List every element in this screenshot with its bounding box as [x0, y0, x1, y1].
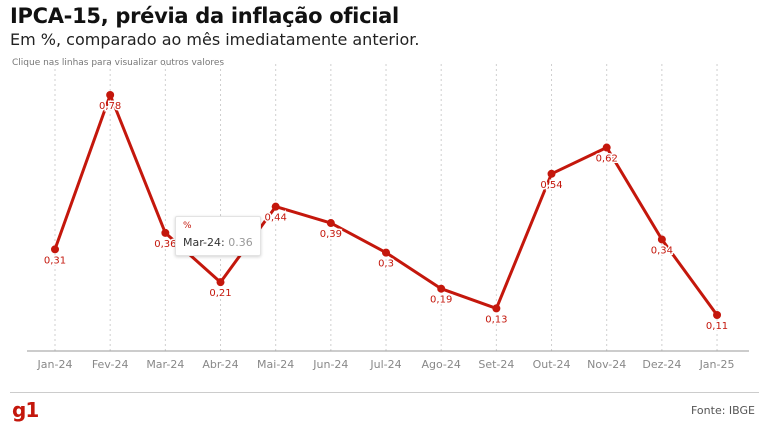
data-point[interactable] [106, 91, 115, 99]
x-tick-label: Fev-24 [92, 358, 129, 371]
tooltip-label: Mar-24: [183, 236, 225, 249]
data-label: 0,19 [430, 295, 452, 306]
data-label: 0,31 [44, 255, 66, 266]
x-tick-label: Mai-24 [257, 358, 294, 371]
chart-title: IPCA-15, prévia da inflação oficial [10, 4, 399, 28]
data-points[interactable] [51, 91, 722, 319]
data-point[interactable] [216, 278, 225, 287]
data-label: 0,54 [540, 180, 562, 191]
x-tick-label: Jan-24 [37, 358, 73, 371]
x-tick-label: Out-24 [533, 358, 571, 371]
data-point[interactable] [713, 311, 722, 319]
data-point[interactable] [492, 304, 501, 313]
chart-subtitle: Em %, comparado ao mês imediatamente ant… [10, 30, 420, 49]
tooltip: % Mar-24: 0.36 [175, 216, 261, 256]
data-label: 0,34 [651, 245, 673, 256]
data-label: 0,62 [596, 154, 618, 165]
tooltip-body: Mar-24: 0.36 [183, 236, 253, 249]
data-labels: 0,31 0,78 0,36 0,21 0,44 0,39 0,3 0,19 0,13 0,54 0… [42, 100, 729, 334]
data-label: 0,13 [485, 314, 507, 325]
data-point[interactable] [437, 284, 446, 293]
data-label: 0,3 [378, 259, 394, 270]
x-tick-label: Dez-24 [642, 358, 681, 371]
x-tick-label: Jun-24 [312, 358, 348, 371]
data-point[interactable] [547, 169, 556, 178]
data-label: 0,39 [320, 229, 342, 240]
x-tick-label: Jul-24 [369, 358, 401, 371]
footer-divider [10, 392, 759, 393]
data-point[interactable] [657, 235, 666, 244]
x-tick-labels: Jan-24 Fev-24 Mar-24 Abr-24 Mai-24 Jun-24 Jul-… [37, 358, 735, 371]
data-label: 0,11 [706, 321, 728, 332]
data-point[interactable] [602, 143, 611, 152]
x-tick-label: Jan-25 [699, 358, 735, 371]
data-point[interactable] [271, 202, 280, 211]
tooltip-value: 0.36 [228, 236, 253, 249]
x-tick-label: Ago-24 [421, 358, 460, 371]
data-point[interactable] [326, 219, 335, 228]
chart-hint: Clique nas linhas para visualizar outros… [12, 58, 225, 68]
data-point[interactable] [161, 228, 170, 237]
data-point[interactable] [51, 245, 59, 254]
g1-logo: g1 [12, 398, 39, 422]
source-note: Fonte: IBGE [691, 404, 755, 417]
x-tick-label: Set-24 [478, 358, 514, 371]
line-chart[interactable]: Jan-24 Fev-24 Mar-24 Abr-24 Mai-24 Jun-24 Jul-… [0, 0, 767, 392]
x-tick-label: Abr-24 [202, 358, 238, 371]
x-tick-label: Mar-24 [146, 358, 184, 371]
data-label: 0,44 [265, 213, 287, 224]
tooltip-unit: % [183, 221, 192, 231]
data-label: 0,78 [99, 101, 121, 112]
data-point[interactable] [382, 248, 391, 257]
data-label: 0,36 [154, 239, 176, 250]
data-label: 0,21 [209, 288, 231, 299]
x-tick-label: Nov-24 [587, 358, 626, 371]
